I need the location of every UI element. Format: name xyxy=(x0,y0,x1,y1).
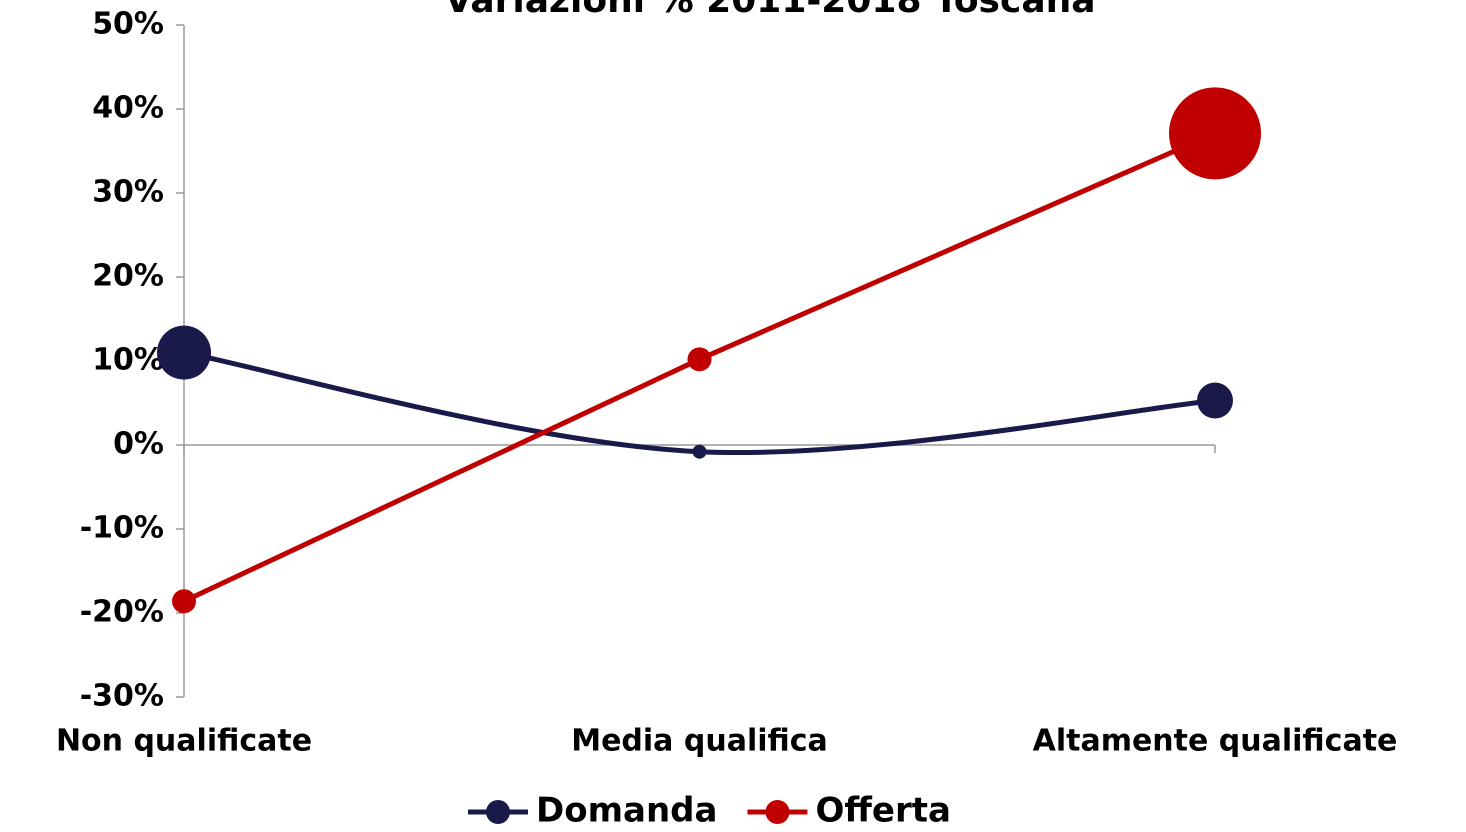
y-tick-label: 10% xyxy=(92,343,164,378)
y-tick-label: -30% xyxy=(80,679,164,714)
marker xyxy=(1169,87,1261,180)
x-tick-label: Altamente qualificate xyxy=(1033,724,1398,759)
y-tick-label: -20% xyxy=(80,595,164,630)
y-tick-label: 20% xyxy=(92,259,164,294)
y-tick-label: -10% xyxy=(80,511,164,546)
marker xyxy=(157,325,211,380)
legend-marker xyxy=(486,800,510,824)
y-tick-label: 30% xyxy=(92,175,164,210)
x-tick-label: Non qualificate xyxy=(56,724,312,759)
chart-title: Variazioni % 2011-2018 Toscana xyxy=(444,0,1095,21)
legend-marker xyxy=(765,800,790,824)
legend-label: Offerta xyxy=(815,791,950,831)
marker xyxy=(692,444,707,459)
y-tick-label: 40% xyxy=(92,91,164,126)
marker xyxy=(687,347,712,372)
y-tick-label: 50% xyxy=(92,7,164,42)
marker xyxy=(172,589,196,614)
y-tick-label: 0% xyxy=(113,427,164,462)
marker xyxy=(1197,382,1233,419)
legend-label: Domanda xyxy=(536,791,717,831)
x-tick-label: Media qualifica xyxy=(571,724,828,759)
